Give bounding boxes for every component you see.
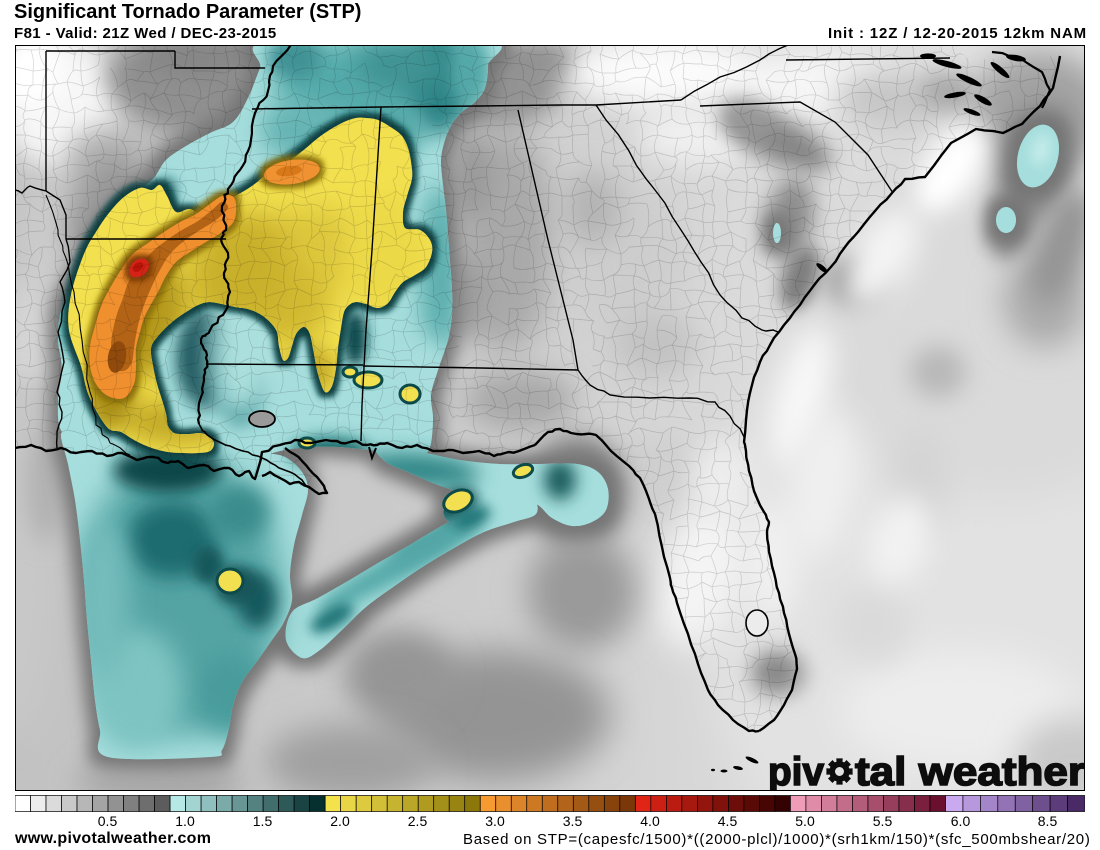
svg-text:piv: piv [768,750,825,790]
svg-text:tal weather: tal weather [855,750,1084,790]
